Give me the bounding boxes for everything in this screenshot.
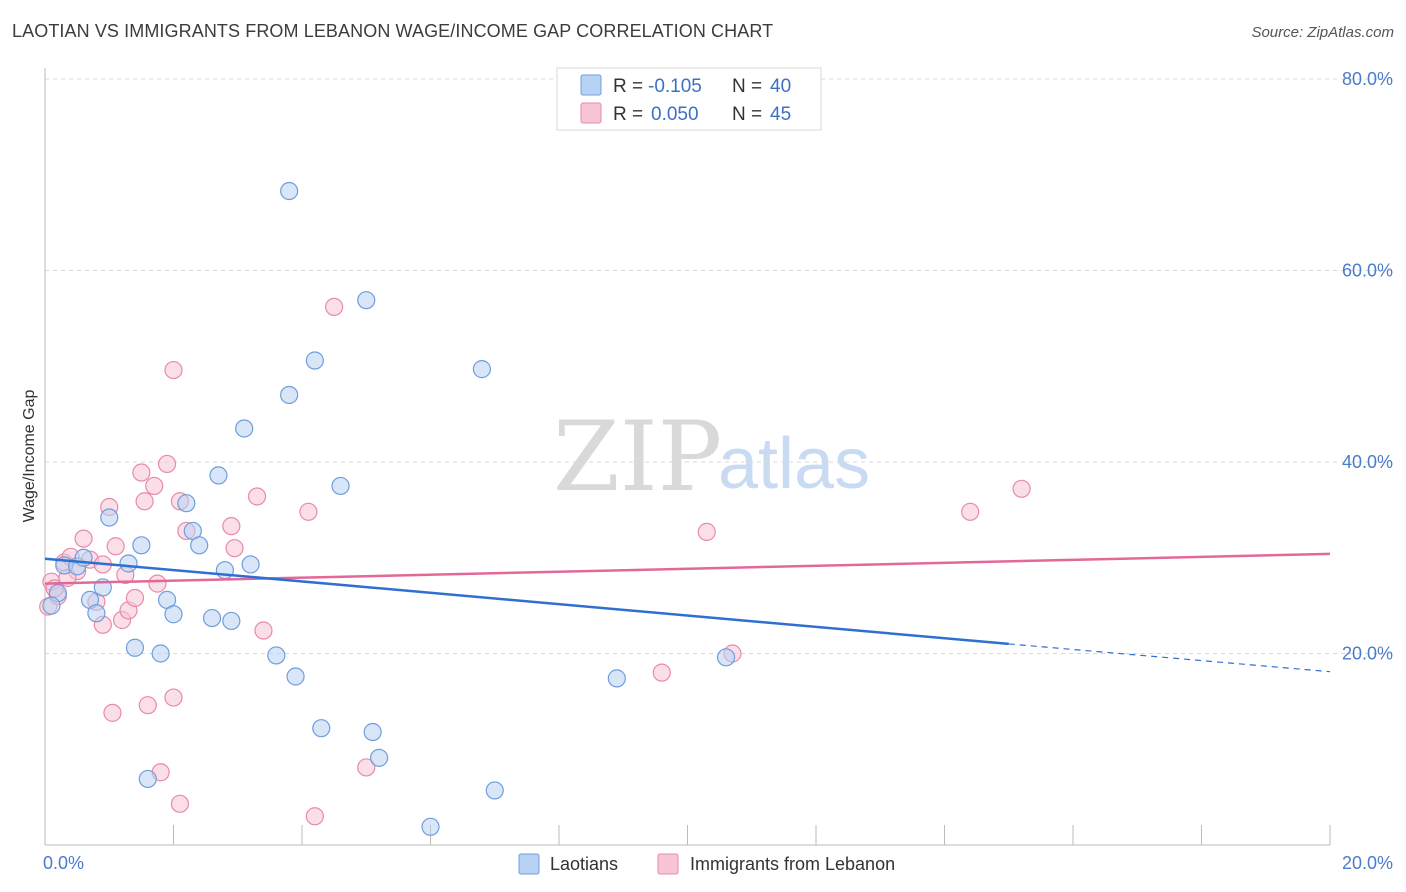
- watermark-atlas: atlas: [718, 424, 870, 504]
- legend-swatch-lebanon: [580, 102, 602, 124]
- laotians-point-19: [209, 466, 228, 485]
- lebanon-trend-line: [44, 552, 1331, 585]
- watermark-zip: ZIP: [553, 401, 722, 513]
- lebanon-point-36: [325, 297, 344, 316]
- laotians-point-8: [119, 554, 138, 573]
- lebanon-point-35: [305, 807, 324, 826]
- laotians-point-34: [421, 817, 440, 836]
- lebanon-point-13: [106, 537, 125, 556]
- laotians-point-38: [716, 648, 736, 667]
- lebanon-point-12: [103, 703, 122, 722]
- laotians-point-17: [190, 536, 209, 555]
- legend-r-value-2: 0.050: [651, 104, 699, 125]
- lebanon-point-33: [254, 621, 273, 640]
- lebanon-point-6: [74, 529, 93, 548]
- lebanon-point-17: [125, 588, 145, 608]
- laotians-point-5: [87, 604, 106, 623]
- chart-source: Source: ZipAtlas.com: [1251, 24, 1394, 41]
- laotians-point-21: [222, 611, 241, 631]
- laotians-point-31: [357, 291, 376, 310]
- laotians-point-26: [280, 181, 299, 201]
- legend-n-label-1: N =: [732, 76, 762, 97]
- laotians-point-23: [241, 555, 260, 574]
- laotians-point-37: [607, 669, 626, 688]
- lebanon-point-20: [138, 696, 157, 715]
- legend-swatch-laotians: [580, 74, 602, 96]
- lebanon-point-18: [132, 463, 151, 482]
- chart-title: LAOTIAN VS IMMIGRANTS FROM LEBANON WAGE/…: [12, 21, 774, 41]
- series-legend: Laotians Immigrants from Lebanon: [518, 853, 895, 875]
- series-legend-label-lebanon: Immigrants from Lebanon: [690, 854, 895, 874]
- lebanon-point-34: [299, 502, 318, 521]
- laotians-point-15: [177, 494, 196, 513]
- laotians-point-39: [42, 596, 61, 615]
- legend-n-value-2: 45: [770, 104, 791, 125]
- lebanon-point-21: [145, 476, 164, 496]
- laotians-point-27: [286, 667, 305, 686]
- laotians-point-22: [235, 419, 254, 438]
- series-laotians-points: [42, 181, 736, 836]
- laotians-trend-line: [44, 557, 1009, 646]
- lebanon-point-42: [1012, 479, 1031, 498]
- series-lebanon-points: [39, 297, 1031, 826]
- legend-r-label-2: R =: [613, 104, 643, 125]
- series-legend-label-laotians: Laotians: [550, 854, 618, 874]
- lebanon-point-26: [164, 360, 183, 380]
- lebanon-point-24: [157, 454, 177, 474]
- laotians-point-11: [138, 769, 157, 789]
- laotians-point-32: [363, 722, 382, 742]
- y-tick-label-1: 40.0%: [1342, 452, 1393, 472]
- series-legend-swatch-laotians: [518, 853, 540, 875]
- y-axis-label: Wage/Income Gap: [21, 390, 38, 523]
- laotians-point-28: [305, 351, 324, 370]
- trend-lines: [44, 552, 1331, 673]
- lebanon-point-25: [164, 688, 183, 707]
- lebanon-point-19: [135, 492, 154, 511]
- lebanon-point-30: [222, 517, 241, 536]
- laotians-point-36: [485, 781, 504, 800]
- legend-r-label-1: R =: [613, 76, 643, 97]
- laotians-point-9: [132, 536, 151, 555]
- watermark: ZIP atlas: [553, 401, 870, 513]
- lebanon-point-28: [170, 794, 190, 813]
- laotians-point-12: [151, 644, 170, 663]
- laotians-point-25: [280, 385, 299, 405]
- correlation-legend: R = -0.105 N = 40 R = 0.050 N = 45: [556, 67, 822, 131]
- y-tick-labels: 20.0% 40.0% 60.0% 80.0%: [1342, 69, 1393, 664]
- laotians-point-29: [312, 719, 331, 738]
- lebanon-point-41: [961, 502, 980, 521]
- laotians-point-24: [267, 646, 286, 665]
- x-tick-label-0: 0.0%: [43, 853, 84, 873]
- legend-n-label-2: N =: [732, 104, 762, 125]
- y-tick-label-3: 80.0%: [1342, 69, 1393, 89]
- x-tick-label-1: 20.0%: [1342, 853, 1393, 873]
- laotians-point-30: [331, 476, 350, 496]
- legend-n-value-1: 40: [770, 76, 791, 97]
- laotians-point-35: [472, 360, 491, 379]
- lebanon-point-39: [697, 522, 716, 541]
- y-tick-label-2: 60.0%: [1342, 261, 1393, 281]
- lebanon-point-37: [357, 758, 376, 777]
- legend-r-value-1: -0.105: [648, 76, 702, 97]
- x-tick-labels: 0.0% 20.0%: [43, 853, 1393, 873]
- lebanon-point-32: [247, 487, 267, 506]
- laotians-point-14: [164, 605, 183, 624]
- laotians-point-18: [202, 608, 222, 628]
- laotians-trend-extension: [1008, 643, 1331, 673]
- lebanon-point-31: [225, 539, 244, 558]
- laotians-point-10: [125, 638, 145, 657]
- y-tick-label-0: 20.0%: [1342, 644, 1393, 664]
- lebanon-point-38: [652, 663, 671, 682]
- laotians-point-33: [370, 748, 389, 767]
- series-legend-swatch-lebanon: [657, 853, 679, 875]
- lebanon-point-22: [148, 574, 167, 593]
- laotians-point-7: [100, 508, 119, 527]
